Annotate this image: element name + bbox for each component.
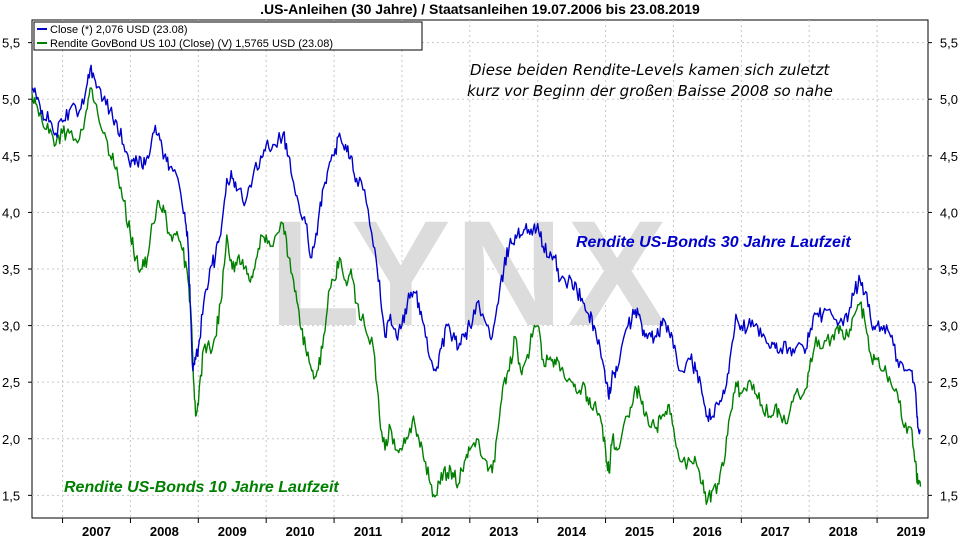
x-tick-label: 2015 [625, 524, 654, 539]
x-tick-label: 2007 [82, 524, 111, 539]
y-axis-left: 1,5 2,0 2,5 3,0 3,5 4,0 4,5 5,0 5,5 [2, 36, 32, 503]
y-tick-label-left: 1,5 [2, 488, 20, 503]
series-layer [31, 64, 922, 505]
y-tick-label-right: 5,5 [940, 36, 958, 51]
y-tick-label-right: 2,0 [940, 432, 958, 447]
y-tick-label-right: 4,0 [940, 205, 958, 220]
x-tick-label: 2018 [829, 524, 858, 539]
y-axis-right: 1,5 2,0 2,5 3,0 3,5 4,0 4,5 5,0 5,5 [928, 36, 958, 503]
y-tick-label-right: 2,5 [940, 375, 958, 390]
note-line-2: kurz vor Beginn der großen Baisse 2008 s… [467, 82, 833, 100]
y-tick-label-right: 3,5 [940, 262, 958, 277]
annotation-30y: Rendite US-Bonds 30 Jahre Laufzeit [576, 234, 851, 251]
y-tick-label-left: 2,5 [2, 375, 20, 390]
x-tick-label: 2019 [897, 524, 926, 539]
grid-lines [32, 20, 928, 518]
legend-box [33, 21, 423, 51]
x-tick-label: 2011 [354, 524, 382, 539]
legend-label-rendite: Rendite GovBond US 10J (Close) (V) 1,576… [50, 38, 333, 50]
lynx-watermark: LYNX [269, 189, 671, 357]
y-tick-label-right: 1,5 [940, 488, 958, 503]
chart-title: .US-Anleihen (30 Jahre) / Staatsanleihen… [260, 1, 700, 17]
y-tick-label-left: 3,5 [2, 262, 20, 277]
x-axis: 2007 2008 2009 2010 2011 2012 2013 2014 2015 2016… [62, 518, 926, 539]
series-line-10y [31, 87, 922, 505]
x-tick-label: 2016 [693, 524, 722, 539]
annotation-10y: Rendite US-Bonds 10 Jahre Laufzeit [64, 479, 339, 496]
y-tick-label-left: 4,0 [2, 205, 20, 220]
y-tick-label-right: 5,0 [940, 92, 958, 107]
y-tick-label-left: 5,0 [2, 92, 20, 107]
y-tick-label-right: 4,5 [940, 149, 958, 164]
y-tick-label-right: 3,0 [940, 319, 958, 334]
y-tick-label-left: 3,0 [2, 319, 20, 334]
x-tick-label: 2014 [557, 524, 587, 539]
x-tick-label: 2009 [218, 524, 247, 539]
y-tick-label-left: 4,5 [2, 149, 20, 164]
y-tick-label-left: 2,0 [2, 432, 20, 447]
x-tick-label: 2017 [761, 524, 790, 539]
legend-label-close: Close (*) 2,076 USD (23.08) [50, 24, 188, 36]
note-line-1: Diese beiden Rendite-Levels kamen sich z… [470, 61, 831, 79]
x-tick-label: 2012 [421, 524, 450, 539]
series-line-30y [31, 64, 921, 435]
x-tick-label: 2010 [286, 524, 315, 539]
x-tick-label: 2013 [489, 524, 518, 539]
legend: Close (*) 2,076 USD (23.08) Rendite GovB… [33, 21, 423, 51]
x-tick-label: 2008 [150, 524, 179, 539]
y-tick-label-left: 5,5 [2, 36, 20, 51]
